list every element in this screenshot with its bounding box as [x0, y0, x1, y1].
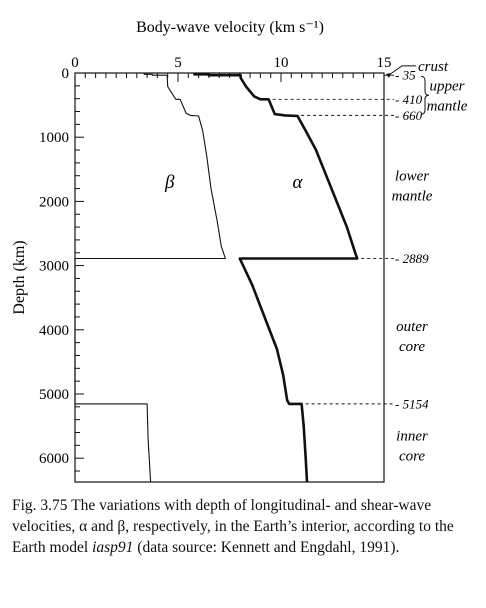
- layer-label: mantle: [392, 188, 433, 204]
- layer-label: upper: [430, 78, 465, 94]
- layer-label: mantle: [427, 98, 468, 114]
- y-axis-ticks: 0 1000 2000 3000 4000 5000 6000: [39, 66, 84, 472]
- layer-label: core: [399, 339, 425, 355]
- layer-label: outer: [396, 319, 428, 335]
- y-tick-label: 0: [62, 66, 70, 82]
- alpha-velocity-line: [193, 73, 359, 483]
- boundary-depth-label: - 410: [395, 92, 423, 107]
- y-tick-label: 2000: [39, 194, 69, 210]
- x-tick-label: 15: [377, 55, 392, 71]
- chart: Body-wave velocity (km s⁻¹) Depth (km) 0…: [11, 19, 468, 483]
- y-tick-label: 3000: [39, 259, 69, 275]
- y-tick-label: 1000: [39, 130, 69, 146]
- x-tick-label: 5: [174, 55, 182, 71]
- layer-label: inner: [396, 428, 428, 444]
- layer-label: core: [399, 448, 425, 464]
- crust-pointer: [388, 65, 416, 76]
- caption-lead: Fig. 3.75 The variations with depth of l…: [12, 497, 454, 556]
- annotations: β α - 35 - 410- 660 - 2889 - 5154 crust upper ma…: [164, 59, 468, 464]
- boundary-depth-label: - 35: [395, 68, 416, 83]
- crust-arrowhead: [386, 73, 391, 78]
- figure-caption: Fig. 3.75 The variations with depth of l…: [12, 495, 474, 558]
- layer-label: lower: [395, 168, 429, 184]
- caption-model: iasp91: [92, 539, 134, 556]
- curve-label: α: [292, 172, 303, 193]
- curve-label: β: [164, 172, 175, 193]
- x-tick-label: 10: [274, 55, 289, 71]
- boundary-depth-label: - 2889: [395, 251, 429, 266]
- y-tick-label: 6000: [39, 451, 69, 467]
- x-tick-label: 0: [71, 55, 79, 71]
- beta-velocity-line: [74, 73, 226, 483]
- boundary-depth-label: - 660: [395, 108, 423, 123]
- y-tick-label: 5000: [39, 387, 69, 403]
- series-lines: [74, 73, 359, 483]
- upper-mantle-brace: [420, 75, 430, 115]
- x-axis-label: Body-wave velocity (km s⁻¹): [136, 19, 324, 36]
- y-axis-label: Depth (km): [11, 240, 28, 314]
- layer-label: crust: [418, 59, 449, 75]
- x-axis-ticks: 0 5 10 15: [71, 55, 392, 82]
- y-tick-label: 4000: [39, 323, 69, 339]
- caption-tail: (data source: Kennett and Engdahl, 1991)…: [133, 539, 400, 556]
- plot-frame: [74, 72, 385, 483]
- boundary-depth-label: - 5154: [395, 396, 429, 411]
